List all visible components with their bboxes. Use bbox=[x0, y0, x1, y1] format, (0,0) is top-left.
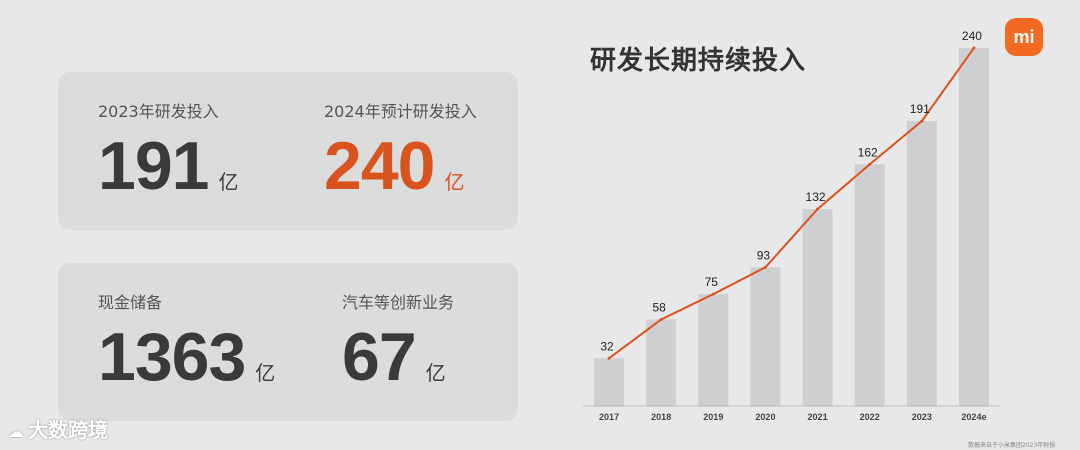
trend-line bbox=[608, 47, 975, 360]
stat-unit: 亿 bbox=[218, 170, 239, 194]
stat-value: 67 bbox=[342, 319, 417, 395]
rd-investment-card: 2023年研发投入 191 亿 2024年预计研发投入 240 亿 bbox=[58, 72, 518, 230]
x-tick-label: 2024e bbox=[961, 412, 986, 422]
watermark: ☁ 大数跨境 bbox=[8, 414, 108, 443]
bar-2019 bbox=[698, 294, 729, 406]
bar-2021 bbox=[802, 209, 833, 406]
trend-point-2023 bbox=[920, 119, 924, 123]
data-label: 58 bbox=[653, 300, 667, 314]
stat-value: 191 bbox=[98, 128, 209, 204]
trend-point-2021 bbox=[816, 207, 820, 211]
stat-unit: 亿 bbox=[444, 170, 465, 194]
source-note: 数据来自于小米集团2023年财报 bbox=[968, 442, 1056, 449]
trend-point-2024e bbox=[972, 46, 976, 50]
bar-2017 bbox=[594, 358, 625, 406]
stat-cash-reserve: 现金储备 1363 亿 bbox=[98, 289, 275, 391]
x-tick-label: 2022 bbox=[860, 412, 880, 422]
x-tick-label: 2020 bbox=[755, 412, 775, 422]
bar-2022 bbox=[854, 164, 885, 406]
trend-point-2018 bbox=[659, 317, 663, 321]
bar-2018 bbox=[646, 319, 677, 406]
x-tick-label: 2019 bbox=[703, 412, 723, 422]
stat-2024-rd-forecast: 2024年预计研发投入 240 亿 bbox=[324, 98, 477, 200]
x-tick-label: 2017 bbox=[599, 412, 619, 422]
data-label: 162 bbox=[858, 145, 878, 159]
data-label: 93 bbox=[757, 248, 771, 262]
data-label: 75 bbox=[705, 275, 719, 289]
stat-label: 现金储备 bbox=[98, 293, 163, 312]
bar-2020 bbox=[750, 267, 781, 406]
data-label: 240 bbox=[962, 29, 982, 43]
x-tick-label: 2023 bbox=[912, 412, 932, 422]
trend-point-2019 bbox=[711, 292, 715, 296]
cash-and-innovation-card: 现金储备 1363 亿 汽车等创新业务 67 亿 bbox=[58, 263, 518, 421]
stat-label: 汽车等创新业务 bbox=[342, 293, 455, 312]
data-label: 32 bbox=[600, 339, 614, 353]
stat-2023-rd: 2023年研发投入 191 亿 bbox=[98, 98, 238, 200]
trend-point-2022 bbox=[868, 162, 872, 166]
x-tick-label: 2018 bbox=[651, 412, 671, 422]
data-label: 132 bbox=[806, 190, 826, 204]
stat-value: 240 bbox=[324, 128, 435, 204]
xiaomi-logo-icon: mi bbox=[1005, 18, 1043, 56]
bar-2023 bbox=[906, 121, 937, 406]
cloud-logo-icon: ☁ bbox=[8, 422, 24, 441]
stat-value: 1363 bbox=[98, 319, 246, 395]
trend-point-2020 bbox=[763, 265, 767, 269]
x-tick-label: 2021 bbox=[808, 412, 828, 422]
stat-unit: 亿 bbox=[255, 361, 276, 385]
stat-unit: 亿 bbox=[425, 361, 446, 385]
chart-title: 研发长期持续投入 bbox=[590, 46, 807, 76]
data-label: 191 bbox=[910, 102, 930, 116]
stat-innovation-business: 汽车等创新业务 67 亿 bbox=[342, 289, 454, 391]
trend-point-2017 bbox=[607, 356, 611, 360]
stat-label: 2024年预计研发投入 bbox=[324, 102, 477, 121]
bar-2024e bbox=[958, 48, 989, 406]
watermark-text: 大数跨境 bbox=[28, 418, 108, 442]
stat-label: 2023年研发投入 bbox=[98, 102, 219, 121]
